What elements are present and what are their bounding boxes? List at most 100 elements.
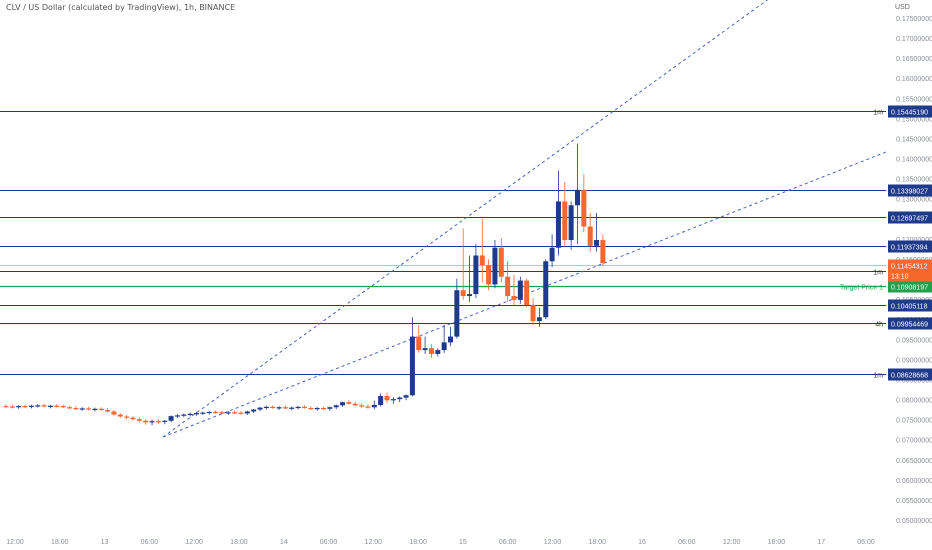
candle-bull-body	[403, 395, 409, 398]
level-price-badge	[888, 240, 932, 253]
price-tick-label: 0.05500000	[896, 498, 932, 505]
time-tick-label: 14	[280, 539, 288, 546]
candle-bull-body	[263, 406, 269, 409]
time-tick-label: 13	[101, 539, 109, 546]
currency-label: USD	[895, 4, 910, 11]
candle-bear-body	[321, 408, 326, 410]
candle-bull-body	[251, 409, 257, 412]
candle-bull-body	[473, 255, 479, 295]
time-tick-label: 15	[459, 539, 467, 546]
price-tick-label: 0.07500000	[896, 418, 932, 425]
candle-bull-body	[555, 201, 561, 248]
candle-bull-body	[517, 280, 523, 300]
candle-bull-body	[549, 247, 555, 262]
level-price-text: 0.11937394	[891, 245, 928, 252]
trend-channel[interactable]	[162, 0, 887, 438]
time-tick-label: 12:00	[723, 539, 741, 546]
level-price-text: 0.09954469	[891, 322, 928, 329]
time-tick-label: 06:00	[678, 539, 696, 546]
time-tick-label: 18:00	[768, 539, 786, 546]
candle-bull-body	[454, 290, 460, 337]
candle-bear-body	[498, 247, 504, 277]
price-tick-label: 0.09500000	[896, 337, 932, 344]
candle-bear-body	[136, 419, 142, 421]
candle-bear-body	[301, 406, 307, 409]
candle-bear-body	[232, 412, 238, 414]
candle-bull-body	[397, 397, 403, 400]
candle-bear-body	[270, 406, 276, 409]
channel-upper-line	[162, 0, 769, 438]
candle-bear-body	[22, 406, 28, 408]
candle-bear-body	[67, 407, 72, 409]
level-price-text: 0.15445190	[891, 110, 928, 117]
price-tick-label: 0.16000000	[896, 76, 932, 83]
time-tick-label: 18:00	[230, 539, 248, 546]
time-tick-label: 18:00	[51, 539, 69, 546]
candle-bull-body	[295, 406, 301, 409]
price-tick-label: 0.07000000	[896, 438, 932, 445]
price-tick-label: 0.08500000	[896, 377, 932, 384]
price-tick-label: 0.15500000	[896, 96, 932, 103]
candle-bull-body	[225, 412, 231, 414]
candle-bull-body	[390, 399, 396, 401]
candle-bear-body	[213, 411, 219, 414]
price-tick-label: 0.15000000	[896, 116, 932, 123]
candle-bear-body	[124, 416, 130, 418]
time-tick-label: 18:00	[588, 539, 606, 546]
time-tick-label: 12:00	[365, 539, 383, 546]
candle-bull-body	[168, 416, 174, 421]
candle-bull-body	[47, 405, 53, 407]
candle-bull-body	[435, 350, 441, 354]
candle-bear-body	[524, 280, 530, 305]
level-price-badge	[888, 184, 932, 197]
candle-bull-body	[206, 411, 212, 414]
candles	[3, 143, 606, 426]
candle-bear-body	[365, 406, 371, 408]
target-price-badge	[888, 280, 932, 293]
candle-bull-body	[314, 408, 320, 410]
last-price-text: 0.11454312	[891, 264, 928, 271]
time-tick-label: 06:00	[857, 539, 875, 546]
candle-bull-body	[575, 189, 580, 206]
level-price-badge	[888, 317, 932, 330]
price-tick-label: 0.17500000	[896, 16, 932, 23]
candle-bear-body	[117, 414, 123, 417]
candle-bull-body	[162, 420, 168, 422]
candle-bear-body	[562, 201, 568, 241]
candle-bull-body	[187, 413, 193, 416]
candle-bear-body	[428, 348, 434, 354]
last-price-badge	[888, 259, 932, 282]
candle-bull-body	[441, 342, 447, 351]
chart-title: CLV / US Dollar (calculated by TradingVi…	[6, 3, 236, 12]
candle-bear-body	[384, 396, 390, 401]
candle-bull-body	[257, 407, 263, 410]
candle-bull-body	[289, 407, 295, 409]
candle-bear-body	[98, 408, 104, 410]
time-tick-label: 06:00	[141, 539, 159, 546]
candle-bear-body	[600, 240, 606, 264]
target-tag: Target Price 1	[840, 285, 883, 292]
candle-bull-body	[92, 408, 98, 410]
time-axis[interactable]: 12:00 18:00 13 06:00 12:00 18:00 14 06:00 12:00 1…	[6, 539, 875, 546]
price-tick-label: 0.06000000	[896, 478, 932, 485]
countdown-text: 13:10	[891, 274, 909, 281]
time-tick-label: 06:00	[499, 539, 517, 546]
candle-bull-body	[422, 348, 428, 351]
level-timeframe-tag: 1m	[873, 270, 883, 277]
candle-bull-body	[327, 407, 333, 409]
candle-bull-body	[244, 411, 250, 414]
target-price-text: 0.10908197	[891, 285, 928, 292]
time-tick-label: 18:00	[409, 539, 427, 546]
candle-bear-body	[86, 408, 92, 410]
horizontal-levels	[0, 111, 886, 375]
price-tick-label: 0.16500000	[896, 56, 932, 63]
time-tick-label: 12:00	[6, 539, 24, 546]
level-price-badge	[888, 211, 932, 224]
candle-bull-body	[149, 421, 155, 423]
price-tick-label: 0.06500000	[896, 458, 932, 465]
level-price-text: 0.10405118	[891, 304, 928, 311]
candle-bull-body	[194, 413, 199, 415]
candle-bull-body	[371, 404, 377, 408]
candle-bear-body	[460, 290, 466, 297]
